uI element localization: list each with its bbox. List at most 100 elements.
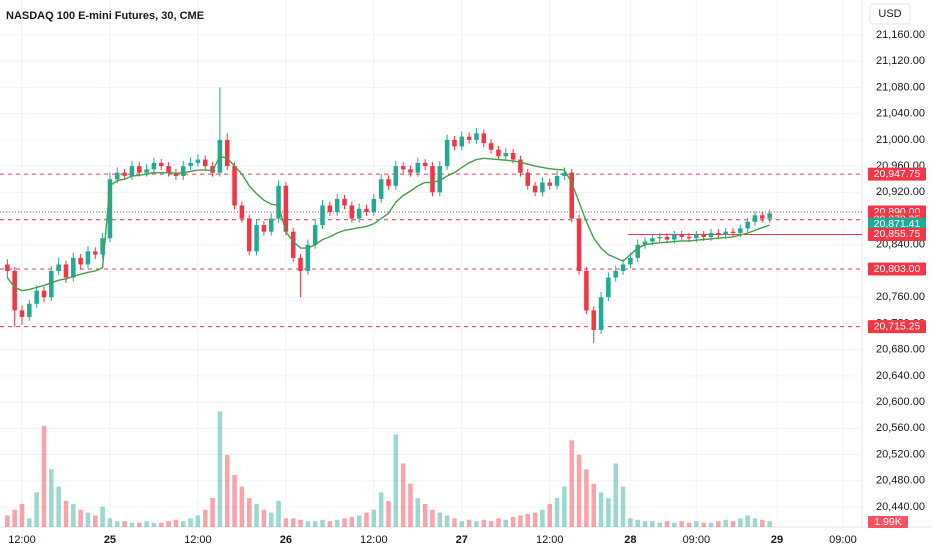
volume-bar [320,519,325,527]
volume-bar [342,518,347,527]
price-tag [868,167,926,181]
volume-bar [430,509,435,527]
volume-bar [525,514,531,527]
volume-bar [481,519,487,527]
candle-body [290,231,296,258]
candle-body [642,241,648,245]
candle-body [679,234,684,237]
volume-bar [657,522,662,527]
volume-bar [71,503,76,527]
candle-body [620,264,626,272]
currency-box[interactable] [869,3,911,25]
candle-body [547,182,553,186]
candle-body [738,228,743,233]
candle-body [19,310,25,317]
candle-body [510,153,516,160]
candle-body [349,205,355,219]
y-tick-label: 21,040.00 [876,108,925,120]
candle-body [173,172,179,176]
x-tick-label: 26 [280,534,292,546]
candle-body [635,244,640,258]
y-tick-label: 21,160.00 [876,29,925,41]
volume-bar [283,518,289,527]
volume-bar [730,521,736,527]
x-tick-label: 09:00 [829,534,857,546]
volume-bar [19,503,25,527]
candle-body [400,166,406,170]
x-tick-label: 12:00 [8,534,36,546]
volume-bar [400,463,406,527]
volume-bar [496,518,501,527]
volume-bar [232,475,237,527]
candle-body [532,185,538,193]
candle-body [452,139,457,147]
volume-bar [554,498,560,527]
candle-body [723,231,728,235]
candle-body [745,221,750,229]
volume-bar [210,498,215,527]
volume-bar [767,521,772,527]
candle-body [569,172,575,219]
y-tick-label: 20,520.00 [876,448,925,460]
candle-body [85,251,91,265]
candle-body [393,166,399,186]
candle-body [144,169,149,173]
candle-body [232,166,237,206]
candle-body [554,175,560,186]
volume-tag-label: 1.99K [874,516,901,528]
candle-body [664,236,670,240]
y-tick-label: 20,480.00 [876,475,925,487]
volume-bar [254,503,259,527]
x-tick-label: 12:00 [360,534,388,546]
volume-bar [569,440,575,527]
candle-body [283,185,289,232]
candle-body [12,271,17,311]
candle-body [657,236,662,239]
volume-bar [459,521,465,527]
volume-bar [158,522,164,527]
candle-body [327,205,333,213]
candle-body [71,257,76,278]
candle-body [540,182,545,193]
volume-bar [327,521,333,527]
candle-body [716,232,721,235]
grid [0,0,862,527]
volume-bar [422,503,428,527]
volume-bar [356,515,362,527]
x-tick-label: 09:00 [683,534,711,546]
x-tick-label: 27 [456,534,468,546]
candle-body [312,225,318,245]
candle-body [488,143,494,150]
volume-bar [444,515,450,527]
price-tag [868,217,926,231]
volume-bar [620,486,626,527]
candle-body [224,139,230,167]
volume-bar [738,518,743,527]
candle-body [356,208,362,219]
candle-body [41,290,47,298]
currency[interactable]: USD [878,8,901,20]
candle-body [767,213,772,219]
candle-body [56,264,61,272]
candle-body [474,133,479,140]
volume-bar [686,522,692,527]
y-tick-label: 20,920.00 [876,186,925,198]
candle-body [730,231,736,233]
volume-bar [129,522,135,527]
volume-bar [166,521,171,527]
candle-body [254,225,259,252]
candle-body [202,159,208,167]
y-tick-label: 20,840.00 [876,239,925,251]
volume-bar [298,519,303,527]
candle-body [246,218,252,252]
volume-bar [694,521,699,527]
volume-bar [349,516,355,527]
volume-bar [760,519,765,527]
y-tick-label: 21,120.00 [876,55,925,67]
volume-bar [679,521,684,527]
volume-bar [93,515,98,527]
volume-bar [606,498,611,527]
candle-body [151,162,157,170]
volume-bar [305,521,311,527]
